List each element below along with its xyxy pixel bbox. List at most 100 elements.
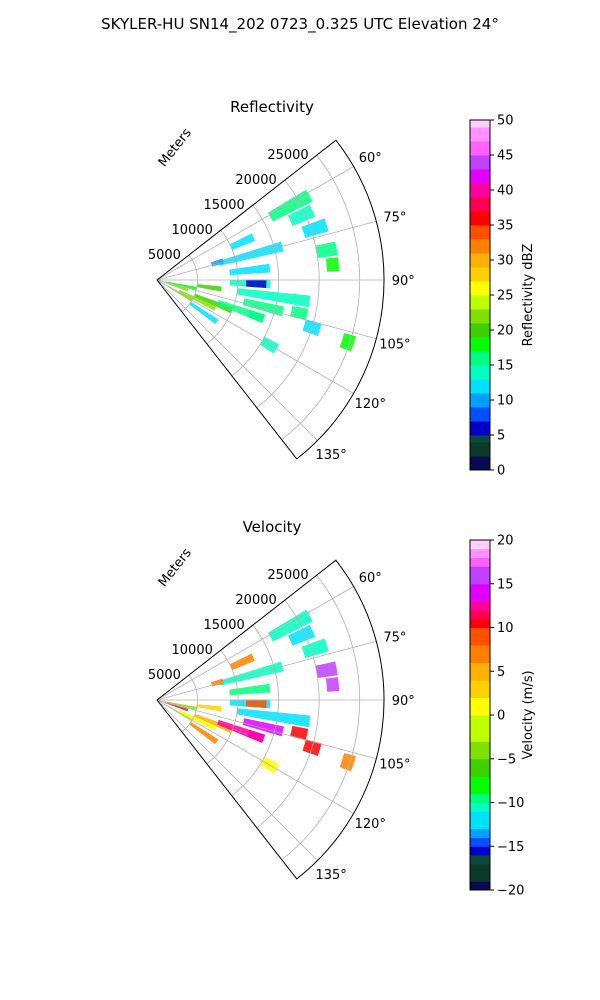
colorbar-segment: [470, 155, 490, 170]
data-cell: [229, 263, 271, 276]
data-cell: [301, 638, 329, 659]
r-tick-label: 15000: [203, 618, 244, 633]
colorbar-label: Velocity (m/s): [521, 670, 536, 759]
colorbar-segment: [470, 120, 490, 128]
data-cell: [164, 701, 197, 710]
theta-tick-label: 135°: [315, 448, 346, 463]
theta-tick-label: 75°: [383, 630, 406, 645]
data-cell: [287, 204, 316, 226]
data-cell: [325, 677, 340, 692]
colorbar-tick-label: −15: [497, 840, 524, 855]
colorbar-segment: [470, 548, 490, 558]
colorbar-label: Reflectivity dBZ: [521, 244, 536, 347]
data-cell: [339, 332, 356, 352]
colorbar-tick-label: 15: [497, 359, 514, 374]
radial-axis-label: Meters: [156, 546, 195, 590]
colorbar-segment: [470, 881, 490, 891]
theta-tick-label: 90°: [392, 274, 415, 289]
grid-arc: [281, 574, 361, 861]
data-cell: [315, 661, 338, 678]
data-cells: [160, 609, 356, 774]
grid-arc: [181, 254, 198, 313]
colorbar-segment: [470, 802, 490, 812]
data-cell: [189, 301, 219, 325]
data-cell: [339, 752, 356, 772]
grid-spoke: [156, 279, 377, 340]
colorbar-segment: [470, 442, 490, 457]
grid-spoke: [156, 640, 377, 701]
colorbar-tick-label: 45: [497, 149, 514, 164]
colorbar-segment: [470, 197, 490, 212]
data-cell: [189, 721, 219, 745]
data-cell: [242, 298, 284, 317]
r-tick-label: 10000: [172, 223, 213, 238]
colorbar-segment: [470, 267, 490, 282]
colorbar: −20 −15 −10 −5 0 5 10 15 20 Velocity (m/s): [469, 534, 536, 899]
grid-arc: [181, 674, 198, 733]
data-cell: [236, 708, 311, 728]
colorbar-tick-label: 10: [497, 394, 514, 409]
grid-arc: [231, 624, 280, 797]
colorbar-tick-label: 35: [497, 219, 514, 234]
theta-tick-label: 60°: [359, 151, 382, 166]
data-cell: [193, 293, 234, 314]
colorbar-segment: [470, 837, 490, 847]
data-cell: [160, 701, 189, 712]
colorbar-segment: [470, 393, 490, 408]
grid-arc: [231, 204, 280, 377]
data-cell: [196, 704, 222, 712]
grid-spoke: [156, 166, 354, 281]
r-tick-label: 20000: [235, 173, 276, 188]
colorbar-segment: [470, 323, 490, 338]
data-cell: [196, 284, 222, 292]
data-cell: [217, 719, 266, 743]
colorbar-tick-label: 15: [497, 577, 514, 592]
grid-arc: [206, 229, 239, 345]
grid-spoke: [156, 279, 318, 441]
data-cell: [217, 299, 266, 323]
colorbar-tick-label: 0: [497, 464, 505, 479]
axes-frame: [156, 559, 385, 880]
colorbar-segment: [470, 610, 490, 620]
figure-title: SKYLER-HU SN14_202 0723_0.325 UTC Elevat…: [101, 15, 499, 33]
data-cell: [245, 279, 267, 289]
colorbar-segment: [470, 811, 490, 830]
theta-tick-label: 135°: [315, 868, 346, 883]
r-tick-label: 15000: [203, 198, 244, 213]
colorbar-segment: [470, 540, 490, 550]
colorbar-segment: [470, 309, 490, 324]
data-cell: [236, 288, 311, 308]
grid-arc: [256, 179, 320, 409]
colorbar-segment: [470, 601, 490, 611]
grid-spoke: [156, 220, 377, 281]
data-cells: [160, 189, 356, 354]
data-cell: [242, 718, 284, 737]
colorbar-segment: [470, 407, 490, 422]
colorbar-segment: [470, 456, 490, 471]
theta-tick-label: 120°: [355, 817, 386, 832]
reflectivity-panel: 5000 10000 15000 20000 25000 60° 75° 90° 105° 120…: [148, 98, 536, 479]
colorbar-segment: [470, 758, 490, 777]
colorbar-segment: [470, 583, 490, 602]
colorbar-segment: [470, 421, 490, 436]
colorbar-segment: [470, 169, 490, 184]
colorbar-tick-label: 50: [497, 114, 514, 129]
axes-frame: [156, 139, 385, 460]
colorbar-segment: [470, 141, 490, 156]
colorbar-tick-label: 5: [497, 665, 505, 680]
colorbar-segment: [470, 715, 490, 742]
r-tick-label: 25000: [267, 148, 308, 163]
colorbar-segment: [470, 127, 490, 142]
colorbar-segment: [470, 855, 490, 865]
grid-spoke: [156, 699, 354, 814]
colorbar-segment: [470, 697, 490, 716]
data-cell: [178, 709, 217, 731]
r-tick-label: 25000: [267, 568, 308, 583]
colorbar-segment: [470, 379, 490, 394]
data-cell: [287, 624, 316, 646]
colorbar-segment: [470, 627, 490, 646]
theta-tick-label: 105°: [379, 758, 410, 773]
colorbar-segment: [470, 828, 490, 838]
chart-title: Reflectivity: [230, 98, 314, 116]
colorbar-segment: [470, 253, 490, 268]
